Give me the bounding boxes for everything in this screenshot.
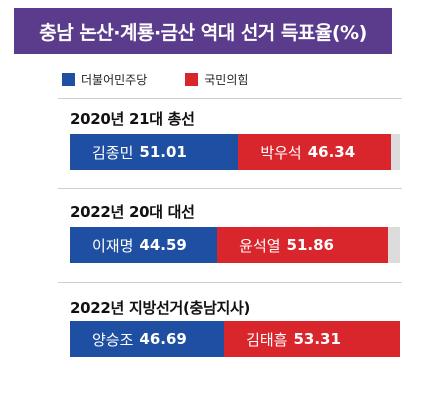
candidate-name: 이재명 [92,236,134,255]
bar-segment-ppp: 박우석 46.34 [238,134,392,170]
result-bar: 김종민 51.01 박우석 46.34 [70,134,400,170]
legend-swatch-blue [62,72,75,86]
bar-segment-ppp: 김태흠 53.31 [224,321,400,357]
candidate-value: 51.01 [139,143,187,161]
bar-segment-democratic: 양승조 46.69 [70,321,225,357]
chart-title: 충남 논산·계룡·금산 역대 선거 득표율(%) [14,8,392,54]
candidate-name: 윤석열 [239,236,281,255]
candidate-name: 양승조 [92,330,134,349]
bar-segment-democratic: 이재명 44.59 [70,227,218,263]
legend-label: 국민의힘 [204,72,249,87]
legend-item-democratic: 더불어민주당 [62,71,147,88]
result-bar: 양승조 46.69 김태흠 53.31 [70,321,400,357]
section-divider [58,188,402,189]
bar-segment-ppp: 윤석열 51.86 [217,227,389,263]
legend-swatch-red [185,72,199,86]
section-title: 2022년 지방선거(충남지사) [70,299,251,317]
bar-segment-democratic: 김종민 51.01 [70,134,239,170]
candidate-name: 박우석 [260,143,302,162]
candidate-value: 44.59 [139,236,187,254]
candidate-name: 김태흠 [246,330,288,349]
section-title: 2020년 21대 총선 [70,110,195,128]
legend-item-ppp: 국민의힘 [185,71,248,88]
candidate-value: 46.34 [307,143,356,161]
candidate-value: 53.31 [293,330,341,348]
section-title: 2022년 20대 대선 [70,203,195,221]
chart-frame: 충남 논산·계룡·금산 역대 선거 득표율(%) 더불어민주당 국민의힘 202… [14,8,402,408]
section-divider [58,282,402,283]
candidate-name: 김종민 [92,143,134,162]
result-bar: 이재명 44.59 윤석열 51.86 [70,227,400,263]
section-divider [58,98,402,99]
candidate-value: 51.86 [286,236,334,254]
legend-label: 더불어민주당 [81,72,148,87]
candidate-value: 46.69 [139,330,187,348]
legend: 더불어민주당 국민의힘 [62,70,286,88]
